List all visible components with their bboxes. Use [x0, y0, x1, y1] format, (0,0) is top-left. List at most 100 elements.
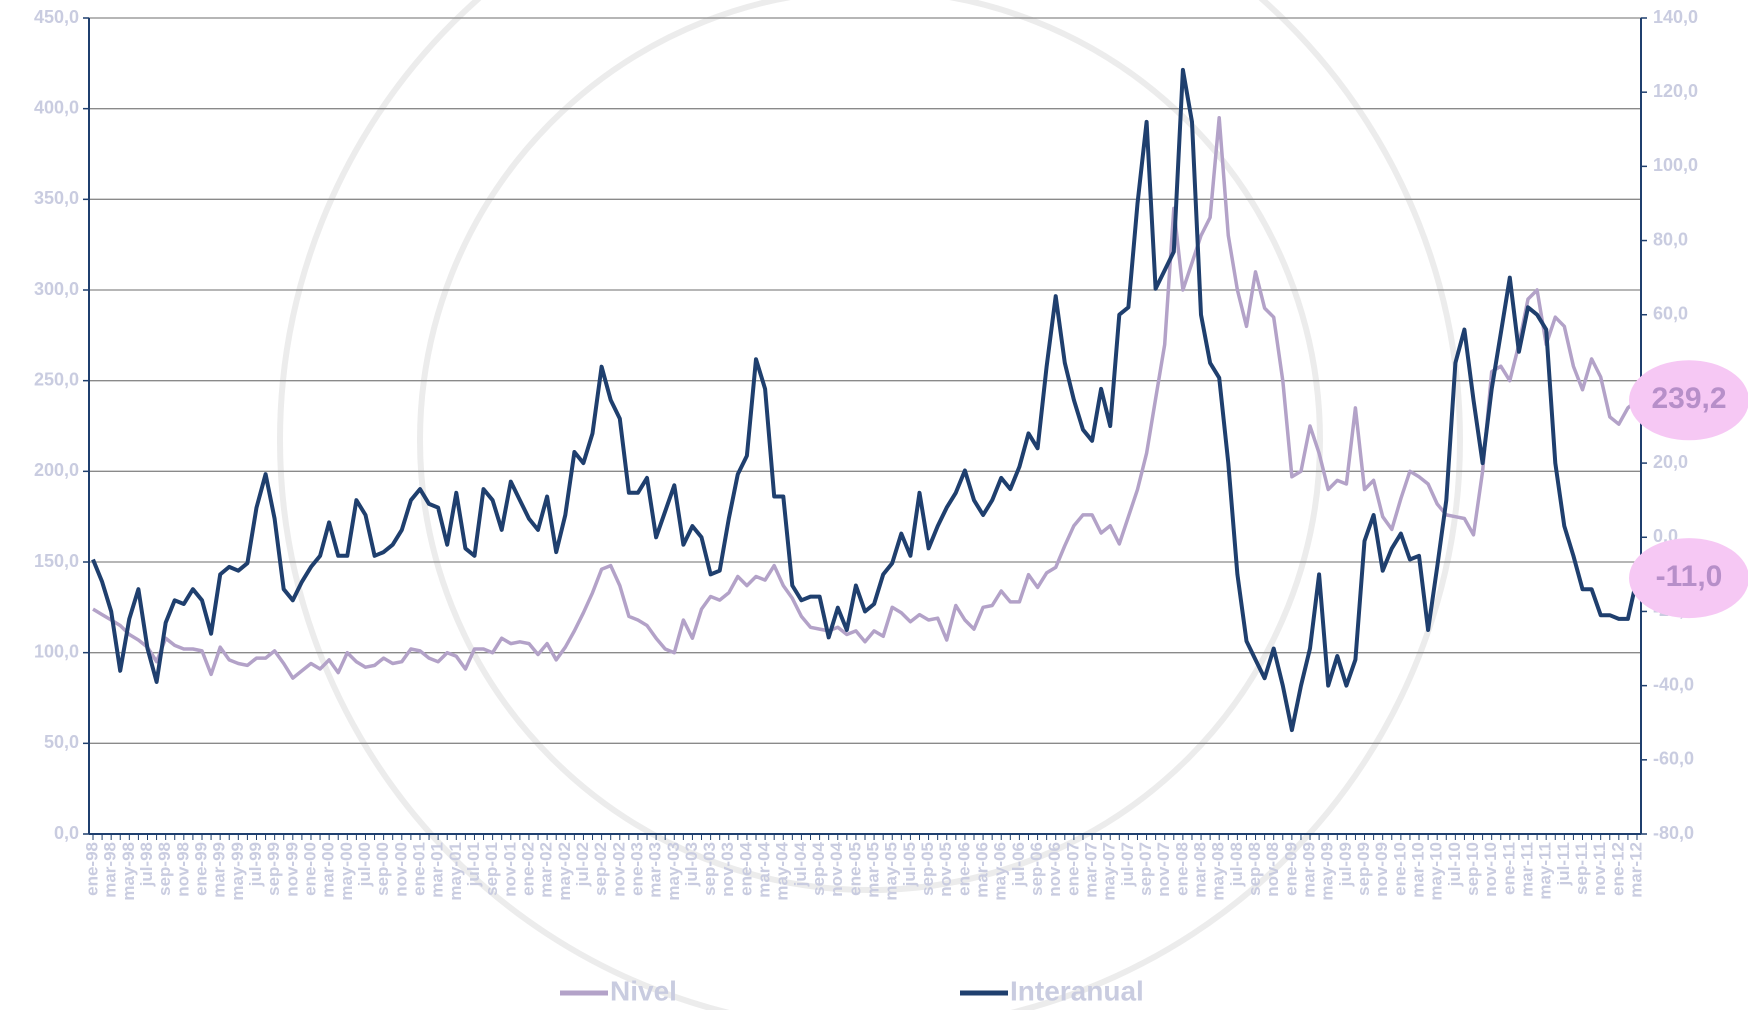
x-tick-label: ene-09 — [1281, 842, 1300, 896]
x-tick-label: ene-99 — [191, 842, 210, 896]
series-line — [91, 67, 1639, 733]
x-tick-label: nov-09 — [1372, 842, 1391, 897]
y2-tick-label: -60,0 — [1653, 749, 1694, 769]
x-tick-label: may-98 — [119, 842, 138, 901]
x-tick-label: ene-06 — [954, 842, 973, 896]
x-tick-label: mar-12 — [1626, 842, 1645, 898]
x-tick-label: may-02 — [555, 842, 574, 901]
annotation: -11,0 — [1656, 560, 1723, 593]
x-tick-label: jul-11 — [1554, 842, 1573, 886]
x-tick-label: ene-98 — [82, 842, 101, 896]
x-tick-label: mar-03 — [646, 842, 665, 898]
x-tick-label: jul-00 — [355, 842, 374, 887]
x-tick-label: mar-06 — [973, 842, 992, 898]
x-tick-label: may-09 — [1318, 842, 1337, 901]
x-tick-label: jul-02 — [573, 842, 592, 887]
x-tick-label: ene-03 — [627, 842, 646, 896]
y-tick-label: 450,0 — [34, 7, 79, 27]
x-tick-label: mar-02 — [537, 842, 556, 898]
y-tick-label: 250,0 — [34, 369, 79, 389]
x-tick-label: jul-03 — [682, 842, 701, 887]
x-tick-label: ene-00 — [300, 842, 319, 896]
x-tick-label: sep-08 — [1245, 842, 1264, 896]
y-tick-label: 350,0 — [34, 188, 79, 208]
x-tick-label: nov-98 — [173, 842, 192, 897]
x-tick-label: mar-00 — [319, 842, 338, 898]
x-tick-label: may-01 — [446, 842, 465, 901]
series-line — [92, 115, 1639, 680]
x-tick-label: sep-99 — [264, 842, 283, 896]
x-tick-label: nov-10 — [1481, 842, 1500, 897]
x-tick-label: jul-99 — [246, 842, 265, 887]
y-tick-label: 300,0 — [34, 279, 79, 299]
x-tick-label: sep-03 — [700, 842, 719, 896]
grid — [89, 17, 1641, 835]
x-tick-label: jul-04 — [791, 841, 810, 887]
x-tick-label: ene-01 — [409, 842, 428, 896]
x-tick-label: nov-01 — [500, 842, 519, 897]
x-tick-label: nov-99 — [282, 842, 301, 897]
legend-label: Nivel — [610, 975, 677, 1006]
lines: 239,2 -11,0 — [91, 67, 1748, 733]
y-tick-label: 400,0 — [34, 97, 79, 117]
x-tick-label: ene-12 — [1608, 842, 1627, 896]
y2-tick-label: 20,0 — [1653, 452, 1688, 472]
watermark — [277, 0, 1463, 1010]
x-tick-label: may-03 — [664, 842, 683, 901]
x-tick-label: ene-11 — [1499, 842, 1518, 895]
y2-tick-label: 100,0 — [1653, 155, 1698, 175]
x-tick-label: sep-02 — [591, 842, 610, 896]
annotation-highlight — [1629, 538, 1748, 619]
x-tick-label: nov-00 — [391, 842, 410, 897]
x-tick-label: may-05 — [882, 842, 901, 901]
x-tick-label: mar-09 — [1300, 842, 1319, 898]
y2-tick-label: -80,0 — [1653, 823, 1694, 843]
x-tick-label: mar-99 — [210, 842, 229, 898]
x-tick-label: sep-98 — [155, 842, 174, 896]
annotation-highlight — [1629, 360, 1748, 441]
x-tick-label: may-10 — [1427, 842, 1446, 901]
x-tick-label: sep-11 — [1572, 842, 1591, 895]
x-tick-label: nov-05 — [936, 842, 955, 897]
x-tick-label: sep-00 — [373, 842, 392, 896]
x-tick-label: nov-04 — [827, 841, 846, 896]
x-tick-label: mar-08 — [1191, 842, 1210, 898]
y-tick-label: 0,0 — [54, 823, 79, 843]
x-tick-label: may-11 — [1536, 842, 1555, 900]
x-tick-label: jul-06 — [1009, 842, 1028, 887]
annotation: 239,2 — [1651, 382, 1726, 415]
legend: Nivel Interanual — [560, 975, 1144, 1006]
y-tick-label: 100,0 — [34, 641, 79, 661]
x-tick-label: jul-01 — [464, 842, 483, 887]
y-tick-label: 200,0 — [34, 460, 79, 480]
x-tick-label: jul-07 — [1118, 842, 1137, 887]
y2-tick-label: 120,0 — [1653, 81, 1698, 101]
x-tick-label: may-00 — [337, 842, 356, 901]
x-tick-label: sep-04 — [809, 841, 828, 895]
y2-tick-label: -40,0 — [1653, 674, 1694, 694]
x-tick-label: sep-05 — [918, 842, 937, 896]
x-tick-label: nov-02 — [609, 842, 628, 897]
x-tick-label: sep-01 — [482, 842, 501, 896]
x-tick-label: ene-10 — [1390, 842, 1409, 896]
x-tick-label: may-07 — [1100, 842, 1119, 901]
x-tick-label: ene-05 — [845, 842, 864, 896]
x-tick-label: jul-98 — [137, 842, 156, 887]
x-tick-label: nov-11 — [1590, 842, 1609, 896]
x-tick-label: ene-07 — [1063, 842, 1082, 896]
x-tick-label: ene-04 — [736, 841, 755, 895]
x-tick-label: jul-10 — [1445, 842, 1464, 887]
x-tick-label: mar-10 — [1409, 842, 1428, 898]
legend-label: Interanual — [1010, 975, 1144, 1006]
y-tick-label: 50,0 — [44, 732, 79, 752]
y2-tick-label: 60,0 — [1653, 303, 1688, 323]
x-tick-label: nov-07 — [1154, 842, 1173, 897]
x-tick-label: ene-02 — [518, 842, 537, 896]
x-tick-label: jul-05 — [900, 842, 919, 887]
x-tick-label: jul-08 — [1227, 842, 1246, 887]
x-tick-label: nov-06 — [1045, 842, 1064, 897]
y2-tick-label: 80,0 — [1653, 229, 1688, 249]
x-tick-label: sep-07 — [1136, 842, 1155, 896]
y-tick-label: 150,0 — [34, 551, 79, 571]
